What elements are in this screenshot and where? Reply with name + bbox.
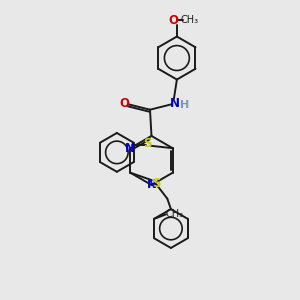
Text: S: S bbox=[143, 137, 151, 150]
Text: N: N bbox=[146, 178, 157, 191]
Text: H: H bbox=[180, 100, 189, 110]
Text: O: O bbox=[120, 97, 130, 110]
Text: CH₃: CH₃ bbox=[165, 209, 183, 219]
Text: O: O bbox=[168, 14, 178, 27]
Text: N: N bbox=[170, 97, 180, 110]
Text: S: S bbox=[152, 177, 160, 190]
Text: N: N bbox=[125, 142, 135, 155]
Text: CH₃: CH₃ bbox=[180, 15, 199, 26]
